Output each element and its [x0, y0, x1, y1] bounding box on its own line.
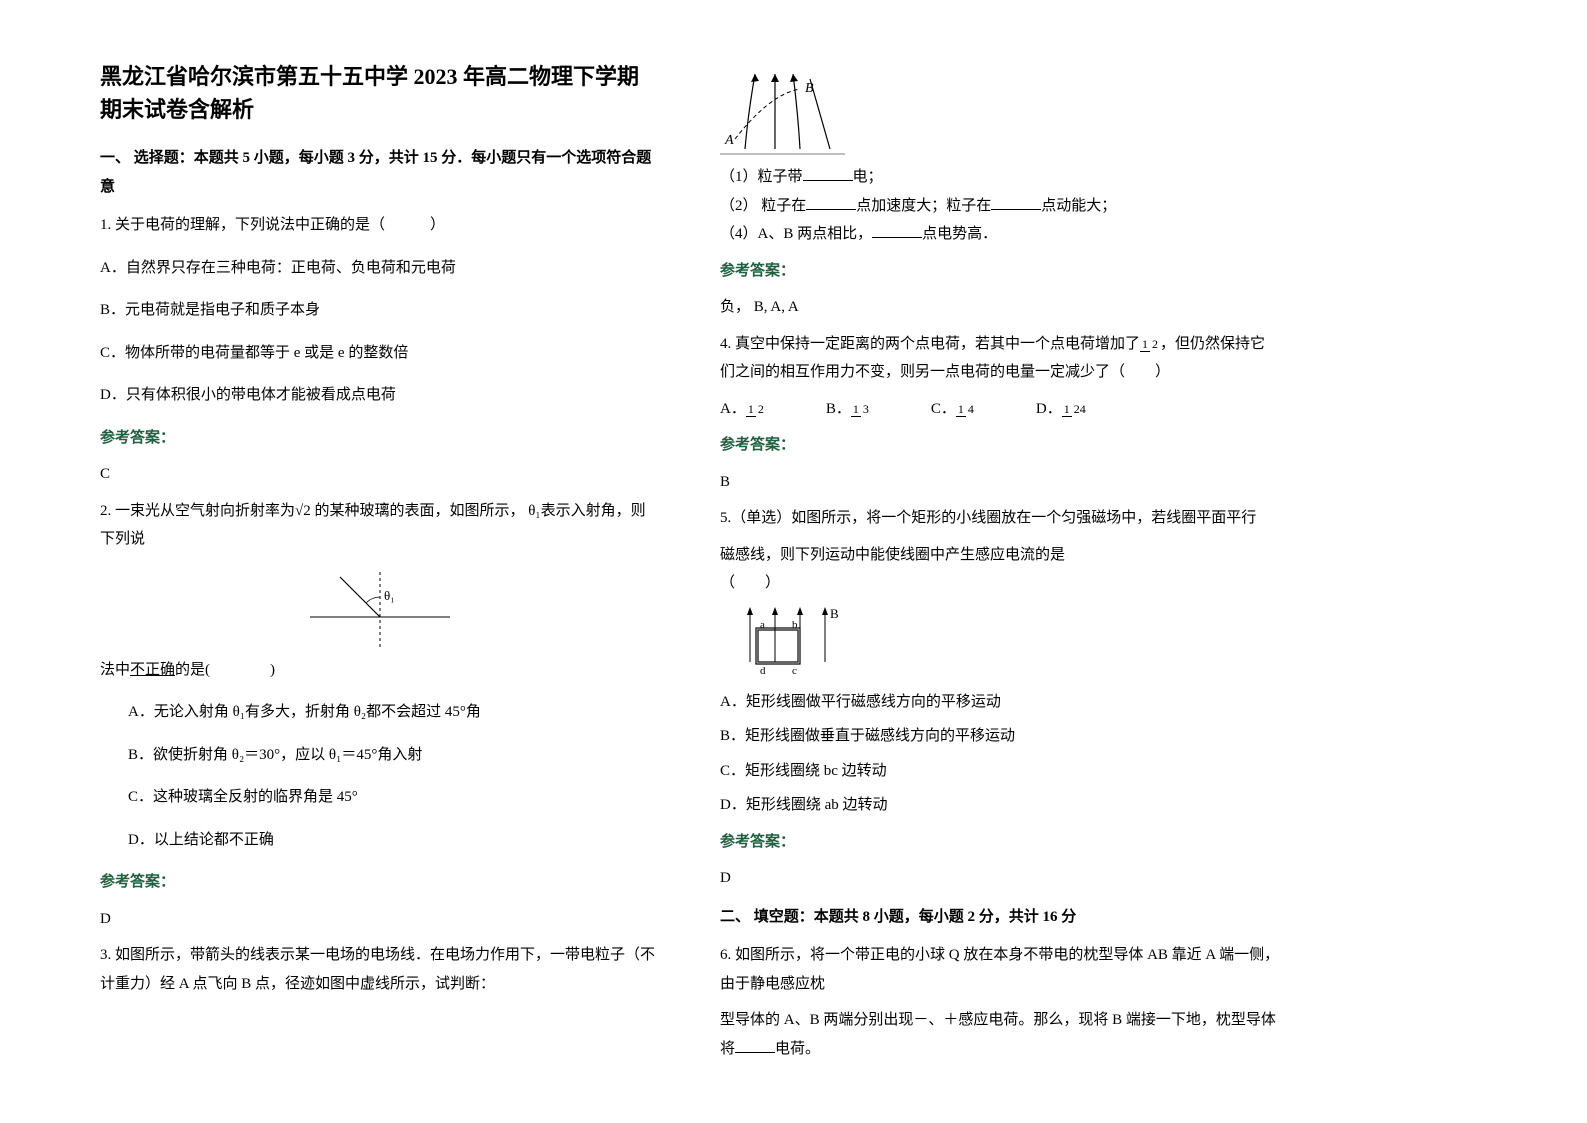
q2-answer-label: 参考答案：	[100, 868, 660, 897]
q5-option-d: D．矩形线圈绕 ab 边转动	[720, 791, 1280, 820]
corner-c: c	[792, 665, 797, 677]
q5-option-b: B．矩形线圈做垂直于磁感线方向的平移运动	[720, 722, 1280, 751]
q3-p4-pre: （4）A、B 两点相比，	[720, 226, 872, 242]
q6-line2: 型导体的 A、B 两端分别出现－、＋感应电荷。那么，现将 B 端接一下地，枕型导…	[720, 1006, 1280, 1063]
q2-stem-line2: 法中不正确的是( )	[100, 656, 660, 685]
corner-b: b	[792, 619, 798, 631]
point-a-label: A	[724, 133, 734, 148]
q3-answer: 负， B, A, A	[720, 293, 1280, 322]
q2-option-b: B．欲使折射角 θ₂＝30°，应以 θ₁＝45°角入射	[100, 741, 660, 770]
q5-stem3: （ ）	[720, 569, 1280, 598]
q6-line2-post: 电荷。	[775, 1041, 820, 1057]
q4-stem: 4. 真空中保持一定距离的两个点电荷，若其中一个点电荷增加了12，但仍然保持它们…	[720, 330, 1280, 387]
left-column: 黑龙江省哈尔滨市第五十五中学 2023 年高二物理下学期期末试卷含解析 一、 选…	[100, 60, 660, 1063]
field-b-label: B	[830, 606, 839, 621]
q3-p2-mid: 点加速度大；粒子在	[856, 198, 991, 214]
q3-part4: （4）A、B 两点相比， 点电势高．	[720, 220, 1280, 249]
corner-a: a	[760, 619, 765, 631]
q3-p1-pre: （1）粒子带	[720, 169, 803, 185]
q3-p1-post: 电；	[853, 169, 883, 185]
q2-sqrt2: √2	[295, 503, 311, 519]
section-1-header: 一、 选择题：本题共 5 小题，每小题 3 分，共计 15 分．每小题只有一个选…	[100, 144, 660, 201]
q3-stem: 3. 如图所示，带箭头的线表示某一电场的电场线．在电场力作用下，一带电粒子（不计…	[100, 941, 660, 998]
corner-d: d	[760, 665, 766, 677]
q5-option-c: C．矩形线圈绕 bc 边转动	[720, 757, 1280, 786]
q3-p2-pre: （2） 粒子在	[720, 198, 806, 214]
fraction-icon: 12	[1140, 338, 1160, 350]
q4-option-c: C．14	[931, 395, 976, 424]
q2-line2-post: 的是( )	[175, 662, 275, 678]
point-b-label: B	[805, 81, 814, 96]
q4-answer: B	[720, 468, 1280, 497]
q3-part1: （1）粒子带 电；	[720, 163, 1280, 192]
q1-answer-label: 参考答案：	[100, 424, 660, 453]
q1-option-c: C．物体所带的电荷量都等于 e 或是 e 的整数倍	[100, 339, 660, 368]
q4-answer-label: 参考答案：	[720, 431, 1280, 460]
q4-option-b: B．13	[826, 395, 871, 424]
q5-stem2: 磁感线，则下列运动中能使线圈中产生感应电流的是	[720, 541, 1280, 570]
field-lines-diagram: A B	[720, 64, 860, 159]
blank	[803, 165, 853, 181]
q4-option-d: D．124	[1036, 395, 1088, 424]
theta1-label: θ₁	[384, 588, 395, 603]
section-2-header: 二、 填空题：本题共 8 小题，每小题 2 分，共计 16 分	[720, 903, 1280, 932]
q2-line2-pre: 法中	[100, 662, 130, 678]
q2-option-c: C．这种玻璃全反射的临界角是 45°	[100, 783, 660, 812]
blank	[806, 194, 856, 210]
coil-field-diagram: a b c d B	[730, 602, 850, 682]
q2-answer: D	[100, 905, 660, 934]
q4-stem-pre: 4. 真空中保持一定距离的两个点电荷，若其中一个点电荷增加了	[720, 336, 1140, 352]
q5-option-a: A．矩形线圈做平行磁感线方向的平移运动	[720, 688, 1280, 717]
refraction-diagram: θ₁	[290, 562, 470, 652]
q1-option-d: D．只有体积很小的带电体才能被看成点电荷	[100, 381, 660, 410]
q2-option-a: A．无论入射角 θ₁有多大，折射角 θ₂都不会超过 45°角	[100, 698, 660, 727]
blank	[872, 222, 922, 238]
q6-line1: 6. 如图所示，将一个带正电的小球 Q 放在本身不带电的枕型导体 AB 靠近 A…	[720, 941, 1280, 998]
q1-stem: 1. 关于电荷的理解，下列说法中正确的是（ ）	[100, 211, 660, 240]
q2-option-d: D．以上结论都不正确	[100, 826, 660, 855]
q4-options: A．12 B．13 C．14 D．124	[720, 395, 1280, 424]
q2-line2-underline: 不正确	[130, 662, 175, 678]
q3-p4-post: 点电势高．	[922, 226, 997, 242]
q5-answer-label: 参考答案：	[720, 828, 1280, 857]
blank	[735, 1037, 775, 1053]
blank	[991, 194, 1041, 210]
right-column: A B （1）粒子带 电； （2） 粒子在 点加速度大；粒子在 点动能大； （4）A、…	[720, 60, 1280, 1063]
q3-answer-label: 参考答案：	[720, 257, 1280, 286]
q3-p2-post: 点动能大；	[1041, 198, 1116, 214]
document-title: 黑龙江省哈尔滨市第五十五中学 2023 年高二物理下学期期末试卷含解析	[100, 60, 660, 126]
q1-option-b: B．元电荷就是指电子和质子本身	[100, 296, 660, 325]
q2-stem: 2. 一束光从空气射向折射率为√2 的某种玻璃的表面，如图所示， θ₁表示入射角…	[100, 497, 660, 554]
q4-option-a: A．12	[720, 395, 766, 424]
q5-stem1: 5.（单选）如图所示，将一个矩形的小线圈放在一个匀强磁场中，若线圈平面平行	[720, 504, 1280, 533]
q1-option-a: A．自然界只存在三种电荷：正电荷、负电荷和元电荷	[100, 254, 660, 283]
q5-answer: D	[720, 864, 1280, 893]
q3-part2: （2） 粒子在 点加速度大；粒子在 点动能大；	[720, 192, 1280, 221]
q1-answer: C	[100, 460, 660, 489]
q2-stem-pre: 2. 一束光从空气射向折射率为	[100, 503, 295, 519]
